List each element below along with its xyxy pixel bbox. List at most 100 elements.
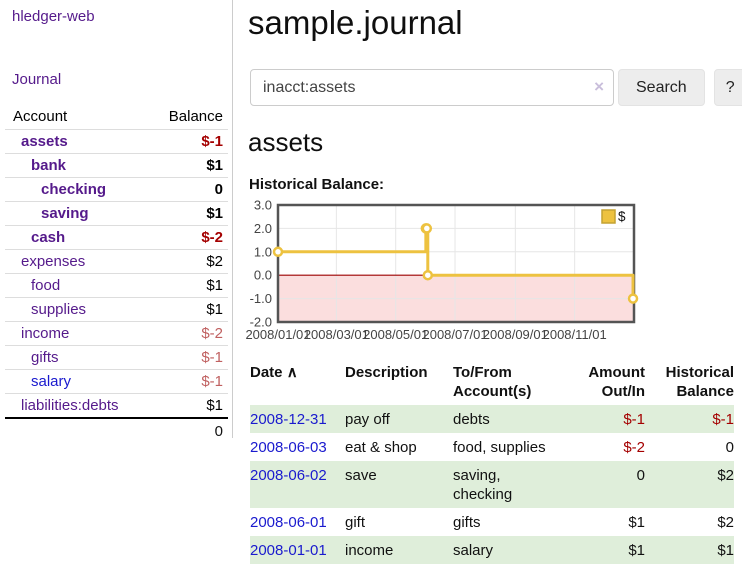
- account-link[interactable]: liabilities:debts: [21, 397, 119, 414]
- legend-label: $: [618, 209, 626, 224]
- register-table: Date ∧ Description To/From Account(s) Am…: [250, 358, 734, 564]
- svg-text:2008/07/01: 2008/07/01: [422, 327, 487, 342]
- account-link[interactable]: expenses: [21, 253, 86, 270]
- transaction-accounts: salary: [453, 536, 557, 564]
- account-link[interactable]: gifts: [31, 349, 59, 366]
- account-balance: $1: [206, 301, 223, 318]
- table-row: 2008-06-03 eat & shop food, supplies $-2 0: [250, 433, 734, 461]
- account-balance: $-1: [201, 349, 223, 366]
- transaction-balance: $1: [645, 536, 734, 564]
- search-input[interactable]: [250, 69, 614, 106]
- sidebar-item-journal[interactable]: Journal: [12, 71, 62, 88]
- legend-swatch: [601, 209, 616, 224]
- transaction-amount: $1: [628, 514, 645, 531]
- transaction-balance: $2: [645, 461, 734, 508]
- svg-text:2.0: 2.0: [254, 221, 272, 236]
- account-balance: $-2: [201, 325, 223, 342]
- transaction-date-link[interactable]: 2008-06-03: [250, 439, 327, 456]
- svg-text:3.0: 3.0: [254, 199, 272, 213]
- svg-text:0.0: 0.0: [254, 268, 272, 283]
- account-link[interactable]: cash: [31, 229, 66, 246]
- account-link[interactable]: supplies: [31, 301, 87, 318]
- table-row: 2008-01-01 income salary $1 $1: [250, 536, 734, 564]
- account-row: saving $1: [5, 201, 228, 225]
- transaction-description: eat & shop: [345, 439, 417, 456]
- transaction-balance: $-1: [645, 405, 734, 433]
- table-row: 2008-06-02 save saving, checking 0 $2: [250, 461, 734, 508]
- account-row: bank $1: [5, 153, 228, 177]
- account-row: liabilities:debts $1: [5, 393, 228, 417]
- transaction-date-link[interactable]: 2008-01-01: [250, 542, 327, 559]
- account-balance: 0: [214, 181, 223, 198]
- svg-text:2008/01/01: 2008/01/01: [245, 327, 310, 342]
- transaction-amount: $-1: [557, 405, 645, 433]
- accounts-column-header: Account: [13, 108, 68, 125]
- account-row: supplies $1: [5, 297, 228, 321]
- account-row: food $1: [5, 273, 228, 297]
- sort-ascending-icon: ∧: [286, 364, 298, 381]
- transaction-amount: 0: [557, 461, 645, 508]
- register-header-row: Date ∧ Description To/From Account(s) Am…: [250, 358, 734, 405]
- search-button[interactable]: Search: [618, 69, 705, 106]
- svg-text:1.0: 1.0: [254, 244, 272, 259]
- account-row: income $-2: [5, 321, 228, 345]
- transaction-description: gift: [345, 514, 366, 531]
- transaction-accounts: food, supplies: [453, 439, 546, 456]
- account-link[interactable]: saving: [41, 205, 89, 222]
- account-row: cash $-2: [5, 225, 228, 249]
- transaction-amount: $1: [557, 536, 645, 564]
- account-row: assets $-1: [5, 129, 228, 153]
- transaction-balance: 0: [725, 439, 734, 456]
- account-link[interactable]: assets: [21, 133, 68, 150]
- svg-text:2008/11/01: 2008/11/01: [543, 327, 607, 342]
- svg-text:2008/09/01: 2008/09/01: [483, 327, 548, 342]
- historical-balance-chart[interactable]: 3.0 2.0 1.0 0.0 -1.0 -2.0 2008/01/01 2008/03/01…: [242, 198, 642, 347]
- account-balance: $1: [206, 157, 223, 174]
- column-header-date[interactable]: Date ∧: [250, 364, 298, 381]
- account-balance: $1: [206, 205, 223, 222]
- total-balance: 0: [214, 423, 223, 440]
- svg-text:-1.0: -1.0: [250, 291, 272, 306]
- accounts-total-row: 0: [5, 417, 228, 444]
- account-row: gifts $-1: [5, 345, 228, 369]
- account-link[interactable]: income: [21, 325, 70, 342]
- transaction-date-link[interactable]: 2008-12-31: [250, 411, 327, 428]
- column-header-balance: Historical Balance: [665, 364, 734, 400]
- account-row: expenses $2: [5, 249, 228, 273]
- account-balance: $-1: [201, 133, 223, 150]
- column-header-description: Description: [345, 364, 428, 381]
- chart-canvas: 3.0 2.0 1.0 0.0 -1.0 -2.02008/01/012008/03/01…: [245, 198, 639, 342]
- account-balance: $-2: [201, 229, 223, 246]
- account-link[interactable]: salary: [31, 373, 72, 390]
- svg-text:-2.0: -2.0: [250, 315, 272, 330]
- column-header-accounts: To/From Account(s): [453, 364, 532, 400]
- transaction-date-link[interactable]: 2008-06-02: [250, 467, 327, 484]
- transaction-description: pay off: [345, 405, 453, 433]
- transaction-date-link[interactable]: 2008-06-01: [250, 514, 327, 531]
- transaction-amount: $-2: [623, 439, 645, 456]
- help-button[interactable]: ?: [713, 69, 742, 106]
- transaction-balance: $2: [717, 514, 734, 531]
- account-balance: $1: [206, 277, 223, 294]
- brand-link[interactable]: hledger-web: [12, 8, 95, 25]
- search-bar: × Search ?: [250, 69, 742, 106]
- clear-search-icon[interactable]: ×: [594, 77, 604, 96]
- accounts-table-header: Account Balance: [5, 104, 228, 129]
- svg-text:2008/05/01: 2008/05/01: [363, 327, 428, 342]
- transaction-description: income: [345, 536, 453, 564]
- transaction-accounts: gifts: [453, 514, 481, 531]
- search-box: ×: [250, 69, 614, 106]
- column-header-amount: Amount Out/In: [588, 364, 645, 400]
- account-balance: $-1: [201, 373, 223, 390]
- svg-text:2008/03/01: 2008/03/01: [304, 327, 369, 342]
- account-link[interactable]: bank: [31, 157, 67, 174]
- account-link[interactable]: food: [31, 277, 61, 294]
- sidebar-divider: [232, 0, 233, 438]
- account-balance: $2: [206, 253, 223, 270]
- table-row: 2008-12-31 pay off debts $-1 $-1: [250, 405, 734, 433]
- balance-column-header: Balance: [168, 108, 223, 125]
- transaction-description: save: [345, 461, 453, 508]
- transaction-accounts: debts: [453, 405, 557, 433]
- accounts-rows: assets $-1 bank $1 checking 0 saving $1 cash $-2 e…: [5, 129, 228, 417]
- account-link[interactable]: checking: [41, 181, 107, 198]
